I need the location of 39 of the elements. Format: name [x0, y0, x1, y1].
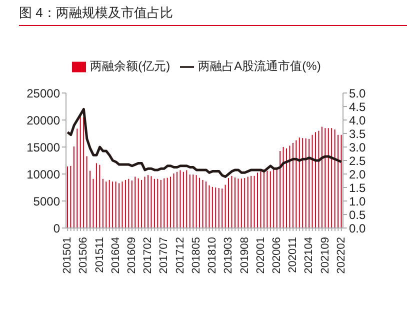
line-series: [66, 108, 343, 178]
y2-tick-label: 0.0: [349, 221, 366, 236]
x-tick-label: 201712: [174, 237, 186, 274]
x-tick-label: 201702: [142, 237, 154, 274]
x-tick-label: 201609: [126, 237, 138, 274]
y2-tick-label: 2.5: [349, 154, 366, 168]
y-tick-label: 15000: [26, 140, 60, 154]
legend-label: 两融占A股流通市值(%): [198, 59, 321, 73]
y2-tick-label: 5.0: [349, 86, 366, 100]
x-tick-label: 201501: [62, 237, 74, 274]
y2-tick-label: 1.5: [349, 180, 366, 195]
x-tick-label: 201511: [94, 237, 106, 273]
y-tick-label: 0: [53, 221, 60, 236]
legend-label: 两融余额(亿元): [90, 59, 170, 73]
y-tick-label: 25000: [26, 86, 60, 100]
y2-tick-label: 4.5: [349, 100, 366, 114]
chart-title: 图 4：两融规模及市值占比: [19, 4, 407, 26]
y2-tick-label: 1.0: [349, 194, 366, 208]
x-tick-label: 201805: [190, 237, 202, 274]
x-tick-label: 202006: [270, 237, 283, 274]
y-tick-label: 5000: [33, 194, 60, 208]
x-tick-label: 202011: [287, 237, 300, 273]
y-tick-label: 20000: [26, 113, 60, 128]
x-tick-label: 201903: [222, 237, 235, 274]
y2-tick-label: 2.0: [349, 167, 366, 182]
y2-tick-label: 3.5: [349, 126, 366, 141]
x-tick-label: 201506: [78, 237, 90, 274]
y2-tick-label: 0.5: [349, 208, 366, 222]
x-tick-label: 202001: [254, 237, 267, 274]
x-tick-label: 201707: [158, 237, 170, 274]
x-tick-label: 202202: [335, 237, 348, 274]
x-tick-label: 202104: [303, 237, 316, 274]
x-tick-label: 202109: [319, 237, 332, 274]
y2-tick-label: 4.0: [349, 113, 366, 128]
x-tick-label: 201810: [206, 237, 219, 274]
y2-tick-label: 3.0: [349, 140, 366, 154]
x-tick-label: 201908: [238, 237, 251, 274]
x-tick-label: 201604: [110, 237, 122, 274]
y-tick-label: 10000: [26, 167, 60, 182]
